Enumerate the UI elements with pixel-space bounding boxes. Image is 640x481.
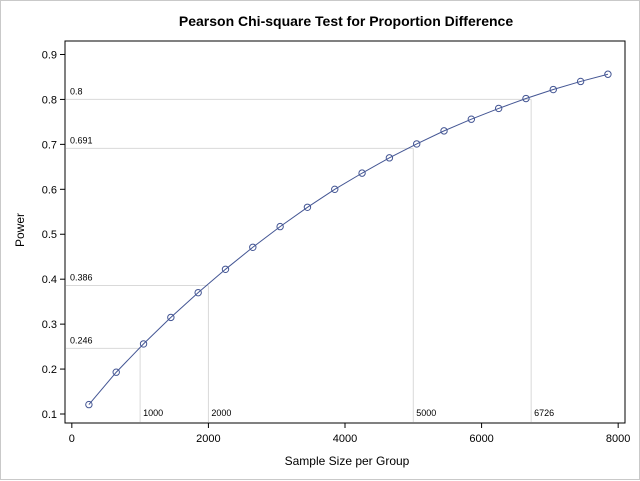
data-point — [85, 400, 93, 409]
y-tick-label: 0.1 — [42, 409, 57, 421]
x-tick-label: 6000 — [469, 433, 493, 445]
reference-y-label: 0.246 — [70, 335, 93, 345]
data-point — [221, 265, 230, 274]
y-tick-label: 0.7 — [42, 139, 57, 151]
series-line — [88, 73, 609, 405]
data-point — [112, 368, 120, 376]
reference-y-label: 0.8 — [70, 86, 83, 96]
x-tick-label: 2000 — [196, 433, 220, 445]
y-tick-label: 0.5 — [42, 229, 57, 241]
data-point — [494, 104, 503, 113]
reference-lines: 0.246 1000 0.386 2000 0.691 5000 0.8 6726 — [66, 86, 554, 422]
plot-area-border — [64, 40, 626, 424]
reference-y-label: 0.691 — [70, 135, 93, 145]
data-point — [331, 185, 339, 194]
data-point — [194, 288, 202, 297]
reference-x-label: 6726 — [534, 408, 554, 418]
y-tick-label: 0.3 — [42, 319, 57, 331]
x-axis-label: Sample Size per Group — [285, 454, 410, 468]
data-point — [467, 115, 476, 123]
data-point — [303, 203, 312, 211]
data-point — [440, 127, 448, 135]
y-axis-label: Power — [13, 213, 27, 247]
data-point — [139, 340, 148, 348]
y-tick-label: 0.4 — [42, 274, 57, 286]
data-point — [576, 77, 585, 86]
data-point — [276, 222, 284, 231]
chart-title: Pearson Chi-square Test for Proportion D… — [179, 13, 513, 29]
reference-y-label: 0.386 — [70, 272, 93, 282]
y-tick-label: 0.2 — [42, 364, 57, 376]
data-point — [522, 94, 530, 103]
data-point — [167, 313, 175, 322]
data-point — [604, 70, 612, 78]
x-tick-label: 4000 — [333, 433, 357, 445]
data-point — [413, 140, 421, 148]
data-point — [249, 243, 257, 251]
reference-x-label: 1000 — [143, 408, 163, 418]
x-tick-label: 0 — [69, 433, 75, 445]
data-point — [385, 154, 394, 162]
y-tick-label: 0.9 — [42, 49, 57, 61]
y-tick-label: 0.6 — [42, 184, 57, 196]
data-point — [549, 85, 557, 94]
data-series — [85, 70, 612, 409]
reference-x-label: 2000 — [211, 408, 231, 418]
x-tick-label: 8000 — [606, 433, 630, 445]
reference-x-label: 5000 — [416, 408, 436, 418]
data-point — [358, 169, 366, 177]
axes: 0 2000 4000 6000 8000 0.1 0.2 0.3 0.4 0.5 0.6 0.7 0.… — [42, 40, 630, 445]
y-tick-label: 0.8 — [42, 94, 57, 106]
